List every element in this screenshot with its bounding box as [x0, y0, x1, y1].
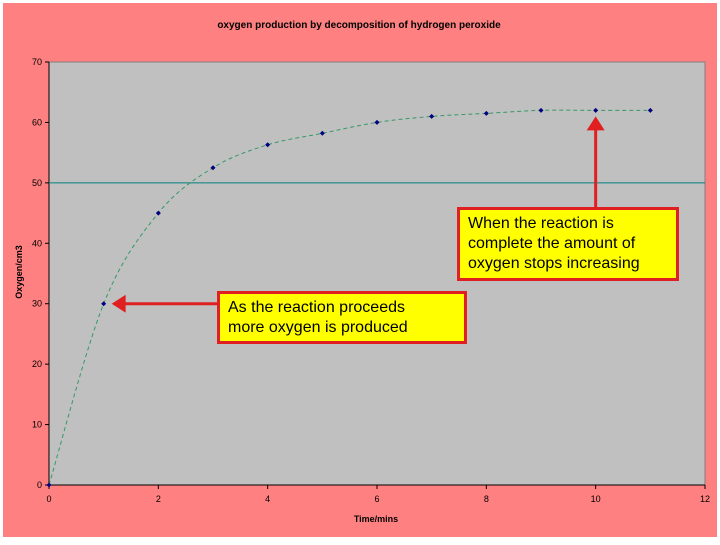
y-tick-label: 20	[32, 359, 42, 369]
data-point	[647, 107, 653, 113]
data-point	[319, 130, 325, 136]
x-tick-label: 12	[700, 494, 710, 504]
data-point	[46, 482, 52, 488]
data-point	[265, 142, 271, 148]
x-tick-label: 0	[46, 494, 51, 504]
data-point	[374, 119, 380, 125]
x-tick-label: 10	[591, 494, 601, 504]
annotation-callout-complete: When the reaction is complete the amount…	[457, 207, 679, 281]
data-point	[538, 107, 544, 113]
data-point	[101, 301, 107, 307]
data-point	[210, 165, 216, 171]
series-markers	[46, 107, 653, 488]
y-axis-title: Oxygen/cm3	[14, 245, 24, 299]
x-tick-label: 8	[484, 494, 489, 504]
arrow-head-proceeds	[111, 294, 126, 313]
y-tick-label: 0	[37, 480, 42, 490]
data-point	[155, 210, 161, 216]
axis-ticks: 0 10 20 30 40 50 60 70 0 2 4 6 8 10 12	[32, 57, 710, 504]
x-tick-label: 4	[265, 494, 270, 504]
y-tick-label: 50	[32, 178, 42, 188]
y-tick-label: 60	[32, 117, 42, 127]
annotation-arrows	[111, 116, 605, 313]
data-point	[429, 113, 435, 119]
annotation-callout-proceeds: As the reaction proceeds more oxygen is …	[217, 291, 467, 344]
x-tick-label: 2	[156, 494, 161, 504]
data-point	[593, 107, 599, 113]
y-tick-label: 40	[32, 238, 42, 248]
data-point	[483, 110, 489, 116]
x-axis-title: Time/mins	[354, 514, 398, 524]
x-tick-label: 6	[374, 494, 379, 504]
y-tick-label: 10	[32, 420, 42, 430]
arrow-head-complete	[586, 116, 605, 131]
y-tick-label: 70	[32, 57, 42, 67]
chart-title: oxygen production by decomposition of hy…	[217, 20, 501, 31]
y-tick-label: 30	[32, 299, 42, 309]
